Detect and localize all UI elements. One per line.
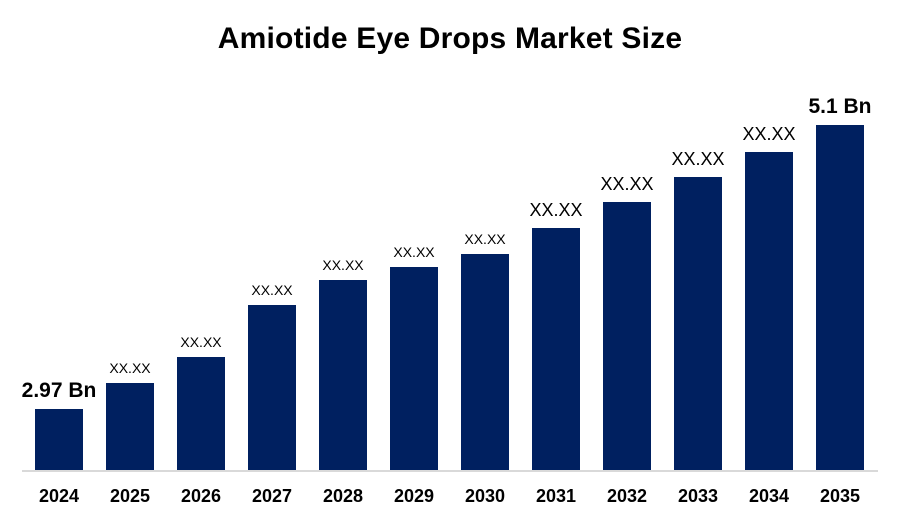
- bar-value-label-2035: 5.1 Bn: [808, 94, 872, 118]
- x-tick-2027: 2027: [251, 486, 293, 506]
- bar-group-2024: 2.97 Bn: [17, 379, 101, 471]
- bar-value-label-2031: XX.XX: [529, 200, 583, 221]
- bar-2024: [35, 409, 83, 471]
- bar-group-2030: XX.XX: [443, 230, 527, 471]
- x-tick-2032: 2032: [606, 486, 648, 506]
- x-tick-2029: 2029: [393, 486, 435, 506]
- x-tick-2028: 2028: [322, 486, 364, 506]
- bar-group-2035: 5.1 Bn: [798, 95, 882, 471]
- bar-2028: [319, 280, 367, 471]
- bar-group-2034: XX.XX: [727, 124, 811, 471]
- x-tick-2035: 2035: [819, 486, 861, 506]
- bar-group-2027: XX.XX: [230, 281, 314, 471]
- bar-group-2032: XX.XX: [585, 174, 669, 471]
- bar-value-label-2025: XX.XX: [109, 359, 151, 376]
- bar-value-label-2029: XX.XX: [393, 243, 435, 260]
- x-tick-2031: 2031: [535, 486, 577, 506]
- bar-2032: [603, 202, 651, 471]
- bar-2035: [816, 125, 864, 471]
- bar-group-2029: XX.XX: [372, 243, 456, 471]
- bar-value-label-2034: XX.XX: [742, 124, 796, 145]
- bar-group-2033: XX.XX: [656, 149, 740, 471]
- x-tick-2030: 2030: [464, 486, 506, 506]
- bar-2034: [745, 152, 793, 471]
- x-tick-2026: 2026: [180, 486, 222, 506]
- x-tick-2025: 2025: [109, 486, 151, 506]
- bar-2027: [248, 305, 296, 471]
- bar-2031: [532, 228, 580, 471]
- chart-title: Amiotide Eye Drops Market Size: [217, 22, 683, 55]
- bar-value-label-2032: XX.XX: [600, 174, 654, 195]
- bar-2033: [674, 177, 722, 471]
- bar-group-2026: XX.XX: [159, 333, 243, 471]
- bar-group-2025: XX.XX: [88, 359, 172, 471]
- bar-2029: [390, 267, 438, 471]
- bar-group-2031: XX.XX: [514, 200, 598, 471]
- bar-value-label-2024: 2.97 Bn: [21, 378, 97, 402]
- bar-2025: [106, 383, 154, 471]
- bar-value-label-2033: XX.XX: [671, 149, 725, 170]
- bar-value-label-2026: XX.XX: [180, 333, 222, 350]
- bar-value-label-2030: XX.XX: [464, 230, 506, 247]
- x-tick-2024: 2024: [38, 486, 80, 506]
- bar-group-2028: XX.XX: [301, 256, 385, 471]
- x-axis-line: [22, 470, 878, 472]
- bar-2026: [177, 357, 225, 471]
- bar-2030: [461, 254, 509, 471]
- x-tick-2033: 2033: [677, 486, 719, 506]
- bar-value-label-2028: XX.XX: [322, 256, 364, 273]
- x-tick-2034: 2034: [748, 486, 790, 506]
- bar-value-label-2027: XX.XX: [251, 281, 293, 298]
